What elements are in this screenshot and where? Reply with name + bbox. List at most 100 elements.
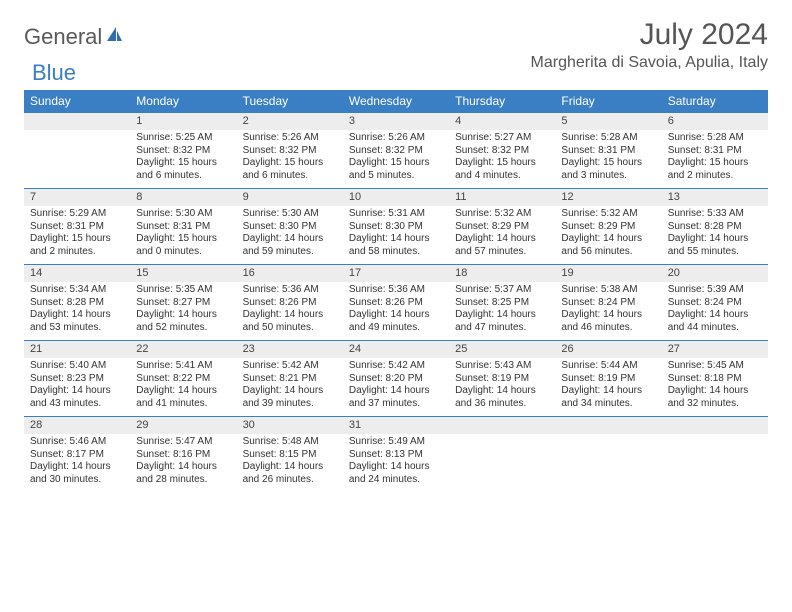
sunrise-text: Sunrise: 5:45 AM xyxy=(668,360,762,373)
day-body: Sunrise: 5:44 AMSunset: 8:19 PMDaylight:… xyxy=(555,358,661,416)
calendar-week-row: 7Sunrise: 5:29 AMSunset: 8:31 PMDaylight… xyxy=(24,188,768,264)
day-number: 11 xyxy=(449,189,555,206)
day-body: Sunrise: 5:49 AMSunset: 8:13 PMDaylight:… xyxy=(343,434,449,492)
sunrise-text: Sunrise: 5:41 AM xyxy=(136,360,230,373)
daylight-text: Daylight: 15 hours and 0 minutes. xyxy=(136,233,230,258)
brand-blue: Blue xyxy=(32,60,76,85)
sunset-text: Sunset: 8:22 PM xyxy=(136,373,230,386)
day-body: Sunrise: 5:39 AMSunset: 8:24 PMDaylight:… xyxy=(662,282,768,340)
calendar-day-cell xyxy=(662,417,768,492)
day-number: 1 xyxy=(130,113,236,130)
day-body: Sunrise: 5:46 AMSunset: 8:17 PMDaylight:… xyxy=(24,434,130,492)
month-title: July 2024 xyxy=(531,18,768,52)
day-number: 26 xyxy=(555,341,661,358)
day-number xyxy=(24,113,130,130)
sunrise-text: Sunrise: 5:28 AM xyxy=(561,132,655,145)
sunset-text: Sunset: 8:17 PM xyxy=(30,449,124,462)
day-number: 5 xyxy=(555,113,661,130)
daylight-text: Daylight: 14 hours and 39 minutes. xyxy=(243,385,337,410)
sunset-text: Sunset: 8:29 PM xyxy=(455,221,549,234)
day-number: 28 xyxy=(24,417,130,434)
calendar-day-cell xyxy=(449,417,555,492)
weekday-header: Saturday xyxy=(662,90,768,112)
sunrise-text: Sunrise: 5:49 AM xyxy=(349,436,443,449)
daylight-text: Daylight: 14 hours and 57 minutes. xyxy=(455,233,549,258)
brand-logo: General xyxy=(24,24,124,50)
sunrise-text: Sunrise: 5:25 AM xyxy=(136,132,230,145)
calendar-page: General July 2024 Margherita di Savoia, … xyxy=(0,0,792,492)
weekday-header: Thursday xyxy=(449,90,555,112)
sunset-text: Sunset: 8:31 PM xyxy=(561,145,655,158)
calendar-day-cell: 11 Sunrise: 5:32 AMSunset: 8:29 PMDayligh… xyxy=(449,189,555,264)
day-number: 24 xyxy=(343,341,449,358)
daylight-text: Daylight: 14 hours and 50 minutes. xyxy=(243,309,337,334)
sunset-text: Sunset: 8:31 PM xyxy=(30,221,124,234)
daylight-text: Daylight: 14 hours and 59 minutes. xyxy=(243,233,337,258)
daylight-text: Daylight: 14 hours and 52 minutes. xyxy=(136,309,230,334)
day-number xyxy=(555,417,661,434)
day-body: Sunrise: 5:43 AMSunset: 8:19 PMDaylight:… xyxy=(449,358,555,416)
day-number: 22 xyxy=(130,341,236,358)
sunrise-text: Sunrise: 5:29 AM xyxy=(30,208,124,221)
sunrise-text: Sunrise: 5:46 AM xyxy=(30,436,124,449)
daylight-text: Daylight: 15 hours and 3 minutes. xyxy=(561,157,655,182)
day-number: 13 xyxy=(662,189,768,206)
sunset-text: Sunset: 8:25 PM xyxy=(455,297,549,310)
calendar-day-cell: 22Sunrise: 5:41 AMSunset: 8:22 PMDayligh… xyxy=(130,341,236,416)
day-number xyxy=(449,417,555,434)
sunset-text: Sunset: 8:19 PM xyxy=(455,373,549,386)
day-body: Sunrise: 5:42 AMSunset: 8:20 PMDaylight:… xyxy=(343,358,449,416)
sunset-text: Sunset: 8:16 PM xyxy=(136,449,230,462)
day-body: Sunrise: 5:41 AMSunset: 8:22 PMDaylight:… xyxy=(130,358,236,416)
day-body: Sunrise: 5:38 AMSunset: 8:24 PMDaylight:… xyxy=(555,282,661,340)
calendar-day-cell: 5Sunrise: 5:28 AMSunset: 8:31 PMDaylight… xyxy=(555,113,661,188)
calendar-week-row: 14Sunrise: 5:34 AMSunset: 8:28 PMDayligh… xyxy=(24,264,768,340)
weekday-header: Wednesday xyxy=(343,90,449,112)
daylight-text: Daylight: 15 hours and 2 minutes. xyxy=(30,233,124,258)
sunrise-text: Sunrise: 5:31 AM xyxy=(349,208,443,221)
daylight-text: Daylight: 14 hours and 46 minutes. xyxy=(561,309,655,334)
sunset-text: Sunset: 8:20 PM xyxy=(349,373,443,386)
day-body: Sunrise: 5:28 AMSunset: 8:31 PMDaylight:… xyxy=(555,130,661,188)
daylight-text: Daylight: 15 hours and 4 minutes. xyxy=(455,157,549,182)
calendar-day-cell: 25Sunrise: 5:43 AMSunset: 8:19 PMDayligh… xyxy=(449,341,555,416)
weekday-header: Tuesday xyxy=(237,90,343,112)
sunset-text: Sunset: 8:30 PM xyxy=(349,221,443,234)
sunrise-text: Sunrise: 5:43 AM xyxy=(455,360,549,373)
sunset-text: Sunset: 8:19 PM xyxy=(561,373,655,386)
daylight-text: Daylight: 15 hours and 6 minutes. xyxy=(243,157,337,182)
calendar-week-row: 28Sunrise: 5:46 AMSunset: 8:17 PMDayligh… xyxy=(24,416,768,492)
day-number: 19 xyxy=(555,265,661,282)
calendar-day-cell: 7 Sunrise: 5:29 AMSunset: 8:31 PMDaylight… xyxy=(24,189,130,264)
day-number: 25 xyxy=(449,341,555,358)
calendar-day-cell: 6Sunrise: 5:28 AMSunset: 8:31 PMDaylight… xyxy=(662,113,768,188)
sunset-text: Sunset: 8:30 PM xyxy=(243,221,337,234)
sunset-text: Sunset: 8:26 PM xyxy=(349,297,443,310)
day-number: 10 xyxy=(343,189,449,206)
calendar-day-cell: 19Sunrise: 5:38 AMSunset: 8:24 PMDayligh… xyxy=(555,265,661,340)
calendar-week-row: 21Sunrise: 5:40 AMSunset: 8:23 PMDayligh… xyxy=(24,340,768,416)
sunrise-text: Sunrise: 5:42 AM xyxy=(243,360,337,373)
daylight-text: Daylight: 14 hours and 56 minutes. xyxy=(561,233,655,258)
daylight-text: Daylight: 14 hours and 24 minutes. xyxy=(349,461,443,486)
daylight-text: Daylight: 15 hours and 2 minutes. xyxy=(668,157,762,182)
calendar-grid: SundayMondayTuesdayWednesdayThursdayFrid… xyxy=(24,90,768,492)
day-body xyxy=(449,434,555,492)
sunset-text: Sunset: 8:26 PM xyxy=(243,297,337,310)
calendar-day-cell: 8Sunrise: 5:30 AMSunset: 8:31 PMDaylight… xyxy=(130,189,236,264)
sunrise-text: Sunrise: 5:47 AM xyxy=(136,436,230,449)
sunrise-text: Sunrise: 5:37 AM xyxy=(455,284,549,297)
calendar-day-cell xyxy=(555,417,661,492)
sunrise-text: Sunrise: 5:32 AM xyxy=(455,208,549,221)
day-body: Sunrise: 5:48 AMSunset: 8:15 PMDaylight:… xyxy=(237,434,343,492)
sunrise-text: Sunrise: 5:28 AM xyxy=(668,132,762,145)
day-number: 3 xyxy=(343,113,449,130)
sunrise-text: Sunrise: 5:48 AM xyxy=(243,436,337,449)
sunrise-text: Sunrise: 5:42 AM xyxy=(349,360,443,373)
day-body: Sunrise: 5:32 AMSunset: 8:29 PMDaylight:… xyxy=(555,206,661,264)
daylight-text: Daylight: 14 hours and 30 minutes. xyxy=(30,461,124,486)
calendar-week-row: 1Sunrise: 5:25 AMSunset: 8:32 PMDaylight… xyxy=(24,112,768,188)
day-number: 7 xyxy=(24,189,130,206)
weeks-container: 1Sunrise: 5:25 AMSunset: 8:32 PMDaylight… xyxy=(24,112,768,492)
calendar-day-cell: 27Sunrise: 5:45 AMSunset: 8:18 PMDayligh… xyxy=(662,341,768,416)
